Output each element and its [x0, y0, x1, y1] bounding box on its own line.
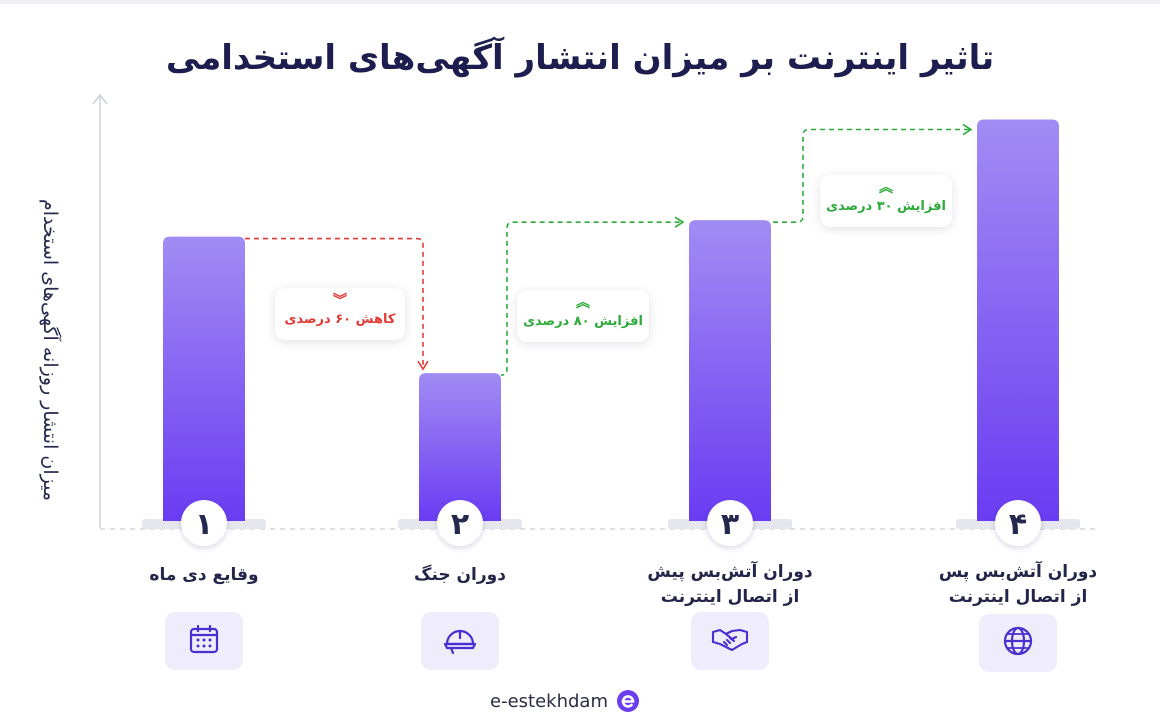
bar	[977, 119, 1059, 521]
change-badge-text: افزایش ۳۰ درصدی	[826, 199, 946, 214]
x-category-label: دوران آتش‌بس پیش از اتصال اینترنت	[615, 560, 845, 610]
bar-number-circle	[437, 500, 483, 546]
connector-arrowhead	[674, 216, 685, 228]
change-badge: ︽ افزایش ۸۰ درصدی	[517, 290, 649, 342]
bar	[689, 220, 771, 521]
bar-number-circle	[707, 500, 753, 546]
calendar-icon	[187, 622, 221, 660]
helmet-icon	[441, 622, 479, 660]
change-badge: ︽ افزایش ۳۰ درصدی	[820, 175, 952, 227]
x-category-label: دوران جنگ	[345, 563, 575, 588]
change-connector	[245, 237, 424, 366]
bar-number-label: ۴	[1009, 507, 1027, 542]
brand-logo: e-estekhdam	[490, 688, 640, 714]
category-icon-box	[691, 612, 769, 670]
change-badge: ︾ کاهش ۶۰ درصدی	[275, 288, 405, 340]
change-connector	[773, 128, 971, 223]
x-category-label-line: دوران آتش‌بس پیش	[647, 562, 813, 582]
bar-number-label: ۳	[721, 507, 739, 542]
double-chevron-up-icon: ︽	[879, 180, 893, 196]
x-category-label: دوران آتش‌بس پس از اتصال اینترنت	[903, 560, 1133, 610]
bar-number-circle	[181, 500, 227, 546]
top-divider	[0, 0, 1160, 4]
x-category-label: وقایع دی ماه	[89, 563, 319, 588]
bar-number-label: ۲	[451, 507, 469, 542]
change-badge-text: کاهش ۶۰ درصدی	[284, 312, 396, 327]
page-title: تاثیر اینترنت بر میزان انتشار آگهی‌های ا…	[165, 38, 995, 78]
x-category-label-line: وقایع دی ماه	[149, 565, 259, 585]
x-category-label-line: از اتصال اینترنت	[948, 587, 1088, 607]
x-category-label-line: از اتصال اینترنت	[660, 587, 800, 607]
logo-text: e-estekhdam	[490, 690, 608, 712]
bar-number-circle	[995, 500, 1041, 546]
double-chevron-up-icon: ︽	[576, 295, 590, 311]
x-category-label-line: دوران جنگ	[414, 565, 506, 585]
globe-icon	[1000, 623, 1036, 663]
category-icon-box	[421, 612, 499, 670]
bar-number-label: ۱	[195, 507, 213, 542]
double-chevron-down-icon: ︾	[333, 293, 347, 309]
change-connector	[500, 221, 683, 376]
change-badge-text: افزایش ۸۰ درصدی	[523, 314, 643, 329]
bar	[163, 236, 245, 521]
handshake-icon	[710, 622, 750, 660]
category-icon-box	[979, 614, 1057, 672]
x-category-label-line: دوران آتش‌بس پس	[938, 562, 1098, 582]
connector-arrowhead	[417, 360, 429, 371]
y-axis-arrow	[92, 93, 108, 105]
bar	[419, 373, 501, 521]
connector-arrowhead	[962, 123, 973, 136]
category-icon-box	[165, 612, 243, 670]
logo-mark-icon	[616, 690, 639, 712]
